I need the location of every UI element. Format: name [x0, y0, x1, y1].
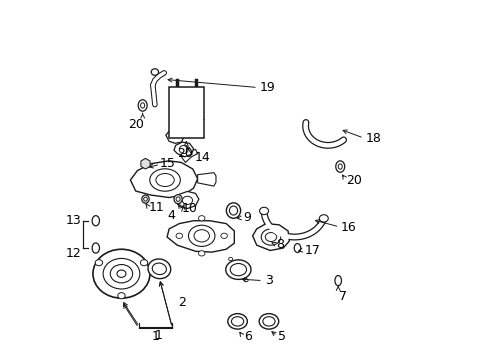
Ellipse shape: [176, 197, 180, 201]
Ellipse shape: [141, 103, 144, 108]
Polygon shape: [167, 221, 234, 252]
Text: 11: 11: [148, 201, 164, 214]
Ellipse shape: [156, 174, 174, 186]
Ellipse shape: [93, 249, 150, 298]
Ellipse shape: [138, 100, 147, 111]
Ellipse shape: [110, 265, 132, 283]
Ellipse shape: [142, 195, 149, 203]
Ellipse shape: [244, 279, 247, 282]
Text: 5: 5: [278, 330, 286, 343]
Text: 20: 20: [127, 118, 143, 131]
Text: 18: 18: [365, 132, 381, 145]
Ellipse shape: [182, 196, 192, 204]
Ellipse shape: [140, 260, 147, 266]
Ellipse shape: [176, 233, 182, 238]
Text: 8: 8: [276, 238, 284, 251]
Bar: [169, 87, 203, 138]
Text: 20: 20: [176, 147, 192, 160]
Ellipse shape: [143, 197, 147, 201]
Ellipse shape: [227, 314, 247, 329]
Ellipse shape: [319, 215, 327, 222]
Polygon shape: [252, 224, 289, 251]
Ellipse shape: [259, 207, 268, 215]
Ellipse shape: [179, 145, 188, 153]
Ellipse shape: [334, 275, 341, 286]
Ellipse shape: [229, 206, 237, 215]
Ellipse shape: [118, 293, 125, 299]
Polygon shape: [130, 161, 197, 198]
Polygon shape: [197, 173, 216, 186]
Ellipse shape: [152, 263, 166, 275]
Text: 20: 20: [346, 174, 362, 186]
Ellipse shape: [338, 164, 342, 169]
Polygon shape: [165, 130, 183, 143]
Ellipse shape: [151, 69, 158, 75]
Text: 13: 13: [66, 214, 81, 227]
Text: 1: 1: [155, 329, 163, 342]
Text: 4: 4: [167, 209, 175, 222]
Ellipse shape: [259, 314, 278, 329]
Ellipse shape: [231, 317, 243, 326]
Ellipse shape: [264, 233, 276, 242]
Text: 12: 12: [66, 247, 81, 260]
Ellipse shape: [95, 260, 102, 266]
Ellipse shape: [194, 230, 209, 242]
Text: 17: 17: [304, 244, 320, 257]
Text: 14: 14: [194, 151, 210, 164]
Ellipse shape: [230, 264, 246, 276]
Text: 10: 10: [182, 202, 198, 215]
Ellipse shape: [335, 161, 344, 172]
Ellipse shape: [261, 229, 280, 245]
Text: 1: 1: [151, 330, 159, 343]
Text: 6: 6: [243, 330, 251, 343]
Text: 7: 7: [339, 290, 346, 303]
Text: 9: 9: [243, 211, 251, 224]
Polygon shape: [174, 142, 193, 157]
Ellipse shape: [198, 251, 204, 256]
Ellipse shape: [103, 258, 140, 289]
Ellipse shape: [141, 159, 149, 168]
Ellipse shape: [174, 195, 182, 204]
Polygon shape: [141, 158, 150, 169]
Ellipse shape: [149, 169, 180, 191]
Text: 19: 19: [259, 81, 275, 94]
Ellipse shape: [92, 216, 99, 226]
Text: 2: 2: [178, 296, 185, 309]
Ellipse shape: [92, 243, 99, 253]
Ellipse shape: [117, 270, 126, 277]
Ellipse shape: [262, 317, 274, 326]
Ellipse shape: [225, 260, 250, 279]
Ellipse shape: [228, 257, 232, 261]
Ellipse shape: [188, 225, 215, 246]
Polygon shape: [181, 149, 197, 162]
Text: 16: 16: [340, 221, 356, 234]
Polygon shape: [175, 192, 199, 208]
Text: 15: 15: [160, 157, 176, 170]
Ellipse shape: [148, 259, 170, 279]
Ellipse shape: [226, 203, 240, 218]
Ellipse shape: [198, 216, 204, 221]
Ellipse shape: [294, 244, 300, 252]
Ellipse shape: [221, 233, 227, 238]
Text: 3: 3: [264, 274, 272, 287]
